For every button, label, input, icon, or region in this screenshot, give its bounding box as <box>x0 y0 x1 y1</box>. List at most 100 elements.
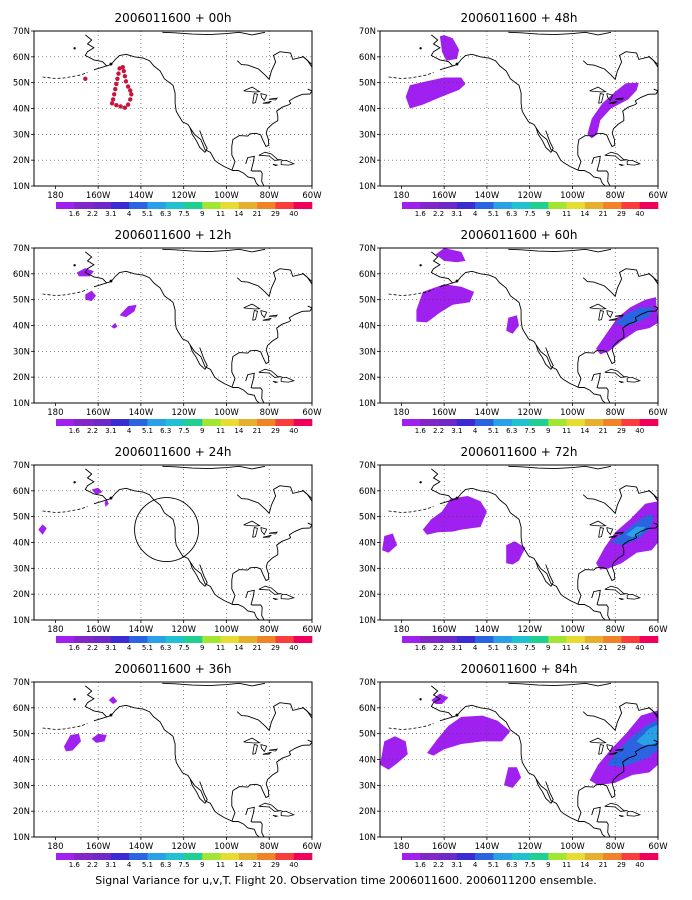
colorbar-swatch <box>511 419 531 426</box>
colorbar-swatch <box>275 853 295 860</box>
coastline <box>608 317 618 321</box>
colorbar-swatch <box>220 853 240 860</box>
colorbar-swatch <box>74 636 93 643</box>
x-tick-label: 180 <box>393 842 409 852</box>
coastline <box>430 468 606 620</box>
colorbar-swatch <box>238 636 258 643</box>
colorbar-label: 2.2 <box>87 644 98 652</box>
colorbar-swatch <box>493 202 513 209</box>
colorbar-swatch <box>202 853 221 860</box>
coastline <box>269 314 279 318</box>
colorbar-label: 3.1 <box>451 644 462 652</box>
coastline <box>604 368 628 378</box>
colorbar-swatch <box>420 853 439 860</box>
variance-shading <box>91 487 103 495</box>
colorbar-swatch <box>420 419 439 426</box>
colorbar: 1.6 2.2 3.1 4 5.1 6.3 7.5 9 11 14 21 29 40 <box>402 853 659 869</box>
island <box>419 47 422 50</box>
colorbar-label: 4 <box>127 861 132 869</box>
y-tick-label: 50N <box>13 79 30 89</box>
x-tick-label: 80W <box>260 625 280 635</box>
observation-dot <box>113 86 118 92</box>
coastline <box>618 163 625 167</box>
colorbar-swatch <box>438 202 458 209</box>
colorbar-label: 11 <box>562 644 571 652</box>
coastline <box>189 344 206 370</box>
x-tick-label: 100W <box>560 191 585 201</box>
colorbar-label: 6.3 <box>160 861 171 869</box>
colorbar-swatch <box>603 853 622 860</box>
colorbar-label: 5.1 <box>488 644 499 652</box>
colorbar-label: 1.6 <box>69 644 81 652</box>
coastline <box>162 465 266 470</box>
coastline <box>535 561 552 587</box>
coastline <box>535 778 552 804</box>
variance-shading <box>625 526 646 538</box>
colorbar-swatch <box>184 202 203 209</box>
colorbar-swatch <box>530 636 549 643</box>
x-tick-label: 180 <box>393 625 409 635</box>
y-tick-label: 50N <box>359 513 376 523</box>
colorbar: 1.6 2.2 3.1 4 5.1 6.3 7.5 9 11 14 21 29 40 <box>56 853 313 869</box>
coastline <box>189 127 206 153</box>
colorbar-label: 7.5 <box>178 210 189 218</box>
coastline <box>243 303 261 310</box>
coastline <box>302 489 312 502</box>
colorbar-swatch <box>165 419 185 426</box>
coastline <box>245 155 265 186</box>
colorbar-swatch <box>475 419 494 426</box>
variance-shading <box>91 733 107 743</box>
island <box>73 698 76 701</box>
colorbar-swatch <box>56 202 75 209</box>
coastline <box>236 485 312 515</box>
coastline <box>258 802 282 812</box>
coastline <box>245 372 265 403</box>
x-tick-label: 80W <box>260 191 280 201</box>
colorbar-label: 1.6 <box>69 861 81 869</box>
colorbar-label: 9 <box>200 861 204 869</box>
colorbar-label: 11 <box>216 861 225 869</box>
island <box>109 62 113 66</box>
island <box>109 279 113 283</box>
x-tick-label: 140W <box>129 842 154 852</box>
colorbar-label: 6.3 <box>160 427 171 435</box>
colorbar-swatch <box>129 419 148 426</box>
y-tick-label: 10N <box>359 833 376 843</box>
island <box>109 496 113 500</box>
coastline <box>606 744 614 753</box>
coastline <box>577 739 658 822</box>
coastline <box>606 527 614 536</box>
x-tick-label: 160W <box>86 408 111 418</box>
colorbar-swatch <box>566 419 586 426</box>
coastline <box>84 34 260 186</box>
y-tick-label: 20N <box>359 156 376 166</box>
colorbar-swatch <box>548 853 567 860</box>
colorbar-swatch <box>147 636 167 643</box>
coastline <box>236 51 312 81</box>
map-area <box>380 31 658 186</box>
colorbar-label: 7.5 <box>524 210 535 218</box>
y-tick-label: 20N <box>13 373 30 383</box>
colorbar-label: 6.3 <box>160 210 171 218</box>
y-tick-label: 20N <box>359 373 376 383</box>
colorbar-swatch <box>257 636 276 643</box>
island-chain <box>388 71 434 79</box>
y-tick-label: 70N <box>13 678 30 688</box>
x-tick-label: 120W <box>171 408 196 418</box>
colorbar-swatch <box>639 202 659 209</box>
y-tick-label: 10N <box>359 182 376 192</box>
colorbar-label: 2.2 <box>433 861 444 869</box>
y-tick-label: 20N <box>359 590 376 600</box>
coastline <box>626 376 642 383</box>
variance-shading <box>382 533 398 553</box>
colorbar-label: 4 <box>473 210 478 218</box>
colorbar-label: 7.5 <box>178 427 189 435</box>
colorbar-swatch <box>257 853 276 860</box>
colorbar-label: 21 <box>599 644 608 652</box>
x-tick-label: 80W <box>260 408 280 418</box>
island <box>419 698 422 701</box>
coastline <box>252 310 258 321</box>
observation-dot <box>128 88 133 93</box>
colorbar: 1.6 2.2 3.1 4 5.1 6.3 7.5 9 11 14 21 29 40 <box>402 636 659 652</box>
